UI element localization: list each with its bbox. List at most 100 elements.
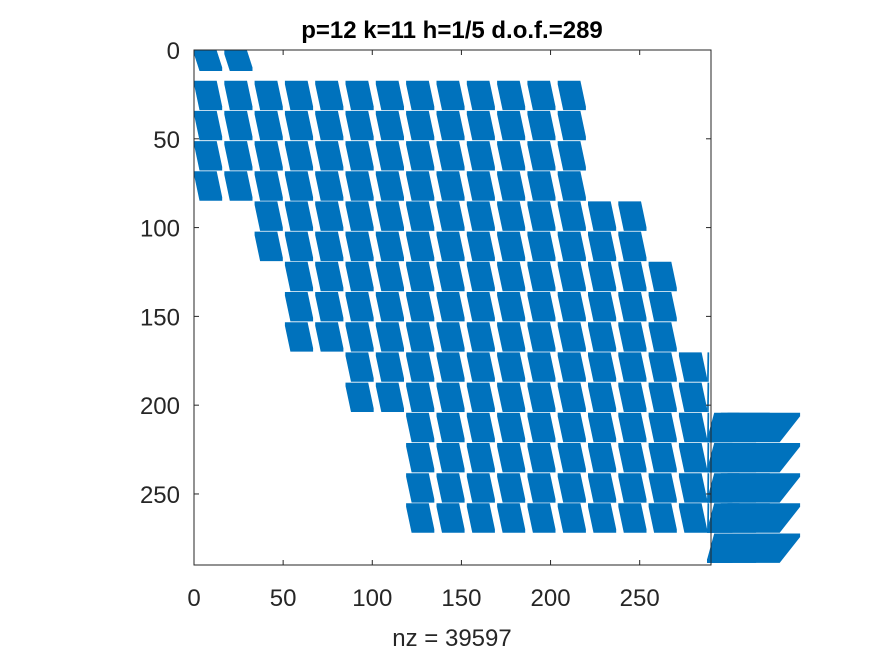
nonzero-block-r4-c2 [254, 171, 283, 201]
nonzero-block-r3-c5 [345, 141, 374, 171]
nonzero-block-r8-c15 [648, 292, 677, 322]
nonzero-block-r13-c12 [557, 443, 586, 473]
nonzero-block-r7-c12 [557, 261, 586, 292]
nonzero-block-r1-c8 [436, 80, 465, 111]
nonzero-block-r7-c14 [618, 261, 647, 292]
nonzero-block-r6-c12 [557, 231, 586, 262]
nonzero-block-r14-c12 [557, 473, 586, 503]
nonzero-block-r3-c2 [254, 141, 283, 171]
nonzero-block-r6-c2 [254, 231, 283, 262]
nonzero-block-r1-c10 [497, 80, 526, 111]
nonzero-block-r8-c3 [284, 292, 314, 322]
nonzero-block-r13-c15 [648, 443, 677, 473]
nonzero-block-r4-c5 [345, 171, 374, 201]
nonzero-block-r12-c16 [678, 412, 708, 443]
nonzero-block-r10-c15 [648, 352, 677, 382]
nonzero-block-r13-c14 [618, 443, 647, 473]
nonzero-block-r1-c0 [194, 80, 223, 111]
nonzero-block-r4-c1 [224, 171, 253, 201]
nonzero-block-r2-c5 [345, 110, 374, 141]
nonzero-block-r15-c11 [527, 503, 556, 533]
nonzero-block-r3-c8 [436, 141, 465, 171]
x-axis-ticks: 0 50 100 150 200 250 [187, 50, 660, 612]
x-tick-label-100: 100 [352, 585, 392, 612]
nonzero-block-r13-c16 [678, 443, 708, 473]
nonzero-block-r3-c3 [284, 141, 314, 171]
nonzero-block-r14-c8 [436, 473, 465, 503]
nonzero-block-r7-c9 [466, 261, 495, 292]
nonzero-block-r8-c6 [375, 292, 404, 322]
nonzero-block-r7-c3 [284, 261, 314, 292]
nonzero-pattern [194, 50, 801, 563]
nonzero-block-r9-c9 [466, 322, 495, 352]
nonzero-block-r12-c13 [588, 412, 617, 443]
nonzero-block-r11-c9 [466, 382, 495, 412]
nonzero-block-r15-c7 [406, 503, 435, 533]
nonzero-block-r5-c2 [254, 201, 283, 231]
nonzero-block-r4-c12 [557, 171, 586, 201]
nonzero-block-r9-c10 [497, 322, 526, 352]
nonzero-block-r6-c13 [588, 231, 617, 262]
nonzero-block-r1-c2 [254, 80, 283, 111]
nonzero-block-r5-c6 [375, 201, 404, 231]
nonzero-block-r9-c3 [284, 322, 314, 352]
nonzero-block-r6-c5 [345, 231, 374, 262]
nonzero-block-r11-c15 [648, 382, 677, 412]
nonzero-block-r12-c7 [406, 412, 435, 443]
x-tick-label-150: 150 [441, 585, 481, 612]
nonzero-block-r1-c1 [224, 80, 253, 111]
nonzero-block-r13-c20 [707, 443, 801, 473]
nonzero-block-r5-c13 [588, 201, 617, 231]
nonzero-block-r9-c6 [375, 322, 404, 352]
nonzero-block-r11-c16 [678, 382, 708, 412]
nonzero-block-r4-c7 [406, 171, 435, 201]
nonzero-block-r12-c20 [707, 412, 801, 443]
nonzero-block-r0-c1 [224, 50, 253, 71]
nonzero-block-r2-c8 [436, 110, 465, 141]
nonzero-block-r5-c10 [497, 201, 526, 231]
nonzero-block-r11-c17 [707, 382, 710, 412]
nonzero-block-r6-c4 [315, 231, 344, 262]
nonzero-block-r8-c14 [618, 292, 647, 322]
nonzero-block-r3-c9 [466, 141, 495, 171]
x-tick-label-250: 250 [620, 585, 660, 612]
nonzero-block-r5-c4 [315, 201, 344, 231]
nonzero-block-r3-c11 [527, 141, 556, 171]
nonzero-block-r15-c15 [648, 503, 677, 533]
nonzero-block-r15-c8 [436, 503, 465, 533]
nonzero-block-r5-c12 [557, 201, 586, 231]
nonzero-block-r6-c14 [618, 231, 647, 262]
nonzero-block-r10-c9 [466, 352, 495, 382]
nonzero-block-r16-c20 [707, 533, 801, 563]
nonzero-block-r11-c11 [527, 382, 556, 412]
nonzero-block-r12-c12 [557, 412, 586, 443]
nonzero-block-r6-c8 [436, 231, 465, 262]
nonzero-block-r7-c10 [497, 261, 526, 292]
nonzero-block-r9-c14 [618, 322, 647, 352]
nonzero-block-r5-c9 [466, 201, 495, 231]
nonzero-block-r8-c4 [315, 292, 344, 322]
nonzero-block-r1-c12 [557, 80, 586, 111]
nonzero-block-r6-c10 [497, 231, 526, 262]
nonzero-block-r9-c4 [315, 322, 344, 352]
nonzero-block-r11-c7 [406, 382, 435, 412]
nonzero-block-r7-c5 [345, 261, 374, 292]
nonzero-block-r7-c8 [436, 261, 465, 292]
nonzero-block-r7-c15 [648, 261, 677, 292]
nonzero-block-r5-c7 [406, 201, 435, 231]
nonzero-block-r3-c6 [375, 141, 404, 171]
nonzero-block-r13-c7 [406, 443, 435, 473]
nonzero-block-r8-c8 [436, 292, 465, 322]
nonzero-block-r9-c15 [648, 322, 677, 352]
nonzero-block-r10-c6 [375, 352, 404, 382]
nonzero-block-r6-c11 [527, 231, 556, 262]
nonzero-block-r13-c13 [588, 443, 617, 473]
nonzero-block-r9-c7 [406, 322, 435, 352]
nonzero-block-r8-c13 [588, 292, 617, 322]
chart-title: p=12 k=11 h=1/5 d.o.f.=289 [301, 17, 603, 44]
nonzero-block-r3-c12 [557, 141, 586, 171]
nonzero-block-r7-c11 [527, 261, 556, 292]
nonzero-block-r10-c8 [436, 352, 465, 382]
x-axis-label: nz = 39597 [392, 625, 511, 652]
